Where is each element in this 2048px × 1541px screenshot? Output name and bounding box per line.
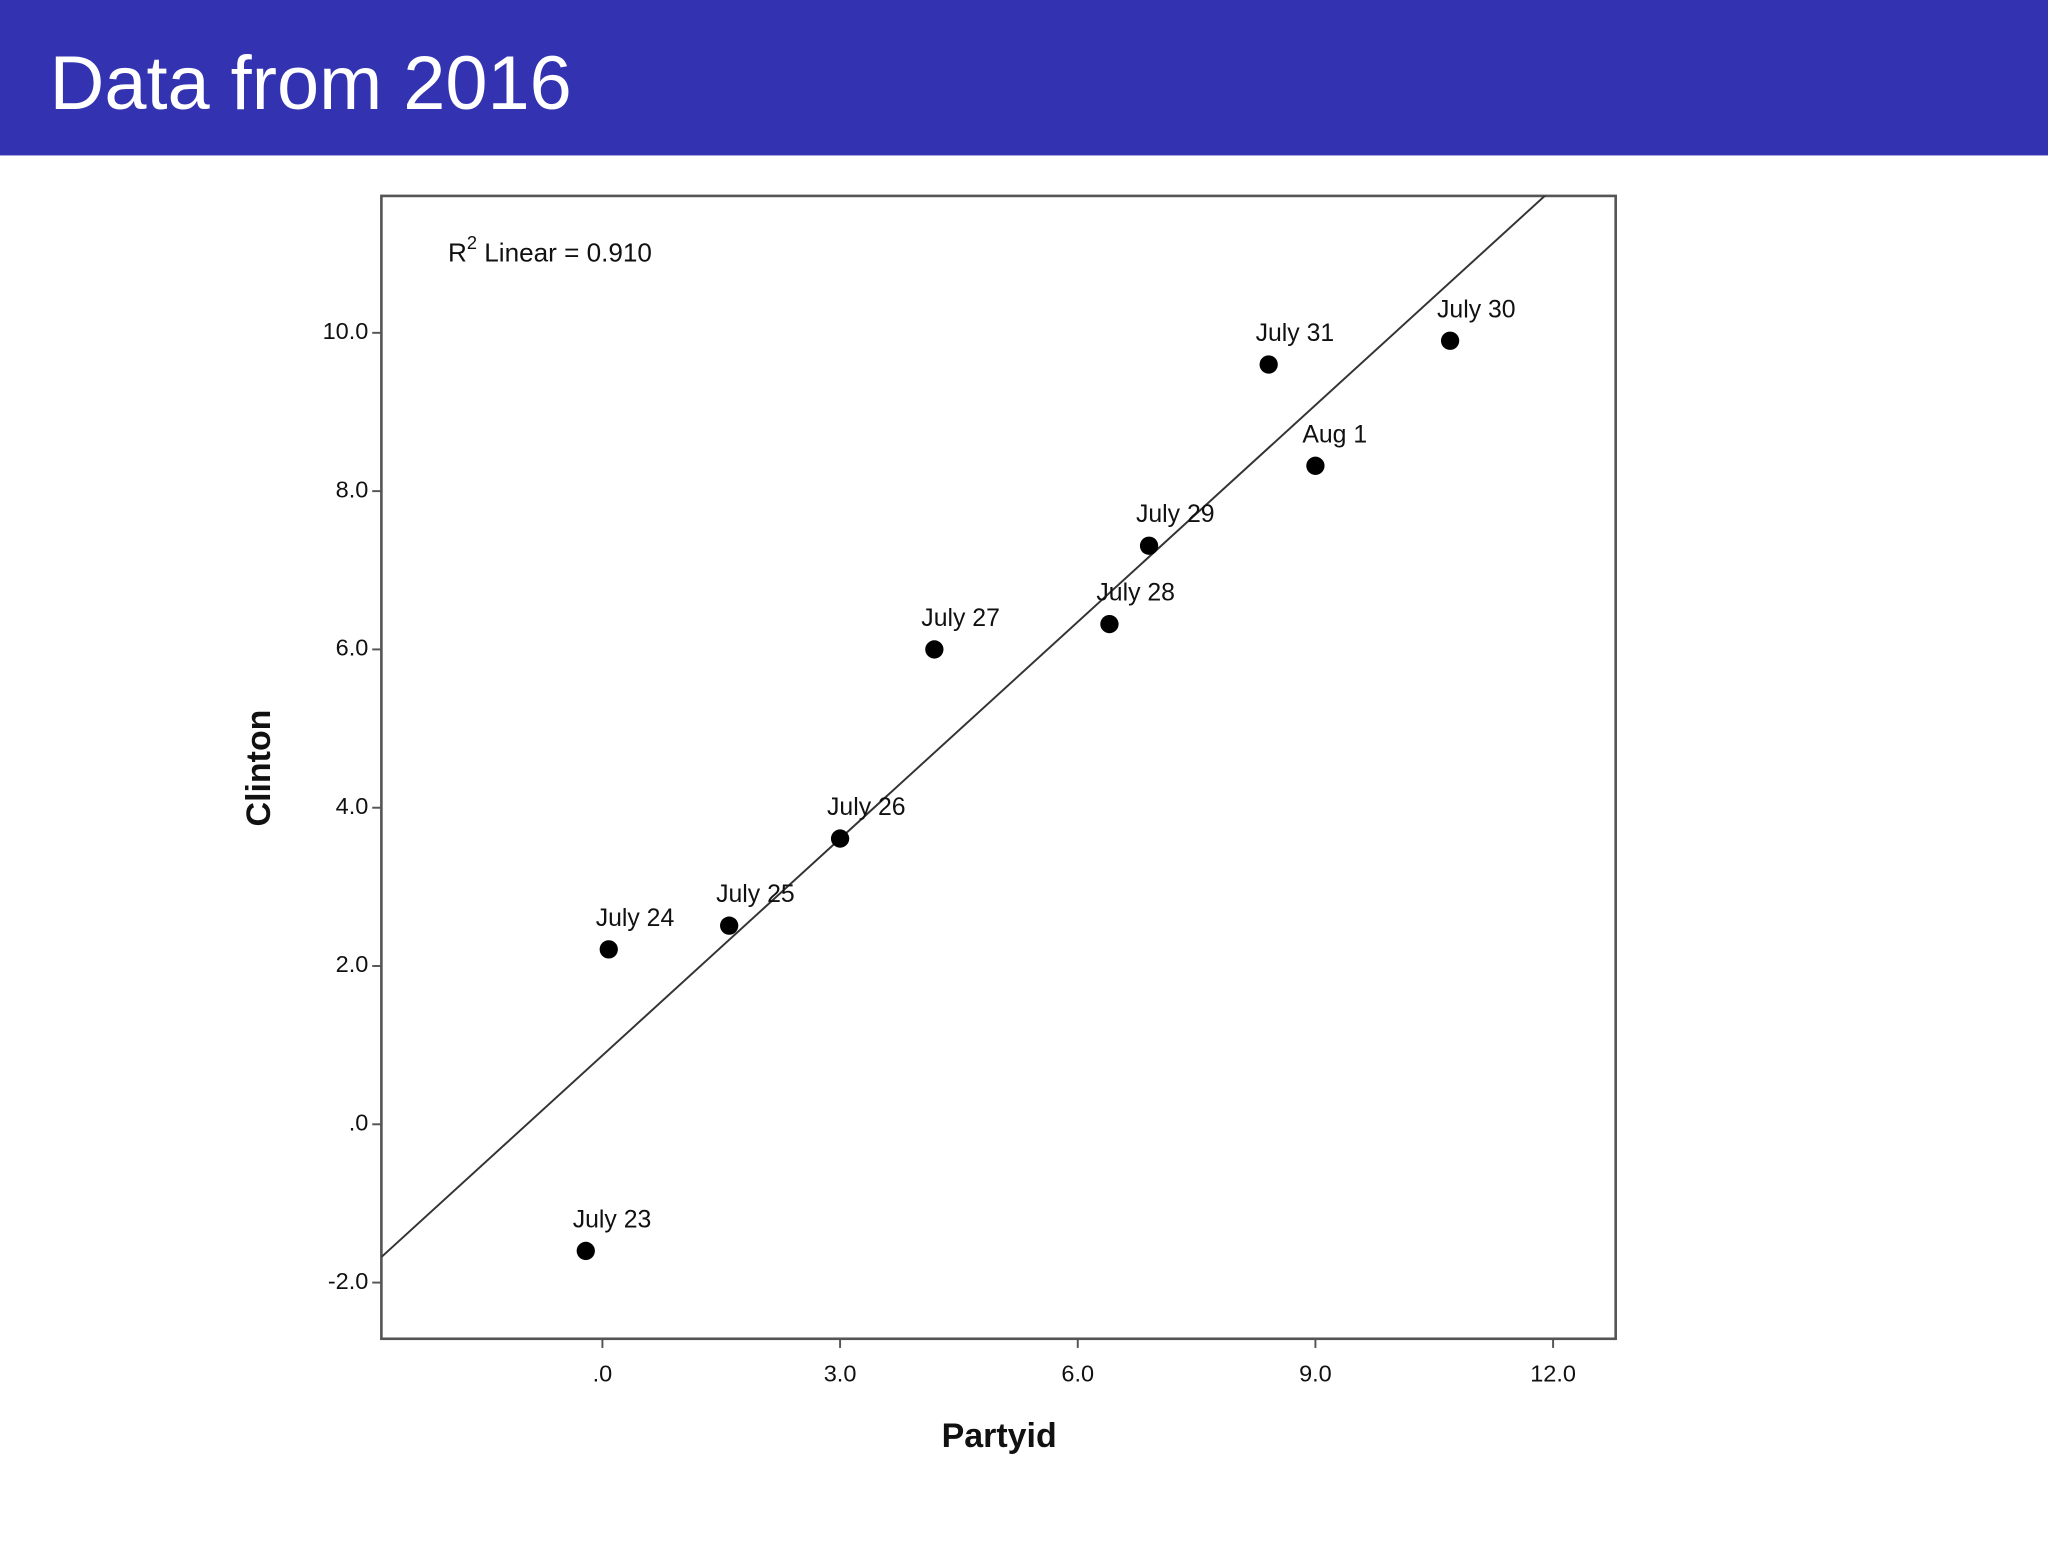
slide-title: Data from 2016 — [50, 41, 572, 126]
annotation-sup: 2 — [467, 232, 477, 253]
y-tick-label: 2.0 — [336, 951, 369, 977]
point — [1100, 614, 1119, 634]
point — [925, 640, 944, 659]
point — [1139, 536, 1159, 555]
x-axis-title: Partyid — [942, 1417, 1057, 1455]
x-tick-label: 3.0 — [824, 1361, 857, 1387]
header-bar — [0, 0, 2048, 156]
y-tick-label: 10.0 — [323, 318, 369, 344]
x-tick-label: 9.0 — [1299, 1361, 1332, 1387]
point-label: July 27 — [921, 605, 1000, 632]
point-label: July 25 — [716, 881, 795, 908]
point-label: Aug 1 — [1302, 421, 1367, 448]
y-tick-label: 4.0 — [336, 793, 369, 819]
r2-annotation: R2 Linear = 0.910 — [448, 232, 652, 268]
point-label: July 26 — [827, 794, 906, 821]
point — [1306, 456, 1325, 475]
x-tick-label: 6.0 — [1061, 1361, 1094, 1387]
point-label: July 24 — [596, 905, 675, 932]
y-tick-label: .0 — [349, 1109, 369, 1135]
point — [830, 829, 850, 848]
y-axis-title: Clinton — [240, 710, 278, 827]
y-tick-label: -2.0 — [328, 1268, 369, 1294]
annotation-rest: Linear = 0.910 — [477, 238, 652, 268]
point-label: July 23 — [573, 1206, 652, 1233]
point — [1259, 355, 1278, 374]
point — [599, 940, 618, 959]
point-label: July 30 — [1437, 296, 1516, 323]
y-tick-label: 8.0 — [336, 476, 369, 502]
point — [576, 1241, 595, 1261]
point-label: July 29 — [1136, 501, 1215, 528]
trendline — [381, 195, 1547, 1258]
point-label: July 31 — [1256, 320, 1335, 347]
x-tick-label: .0 — [593, 1361, 613, 1387]
annotation-r: R — [448, 238, 467, 268]
point — [720, 916, 739, 935]
y-tick-label: 6.0 — [336, 635, 369, 661]
point-label: July 28 — [1096, 580, 1175, 607]
x-tick-label: 12.0 — [1530, 1361, 1576, 1387]
plot-frame — [380, 194, 1617, 1341]
point — [1440, 331, 1460, 350]
